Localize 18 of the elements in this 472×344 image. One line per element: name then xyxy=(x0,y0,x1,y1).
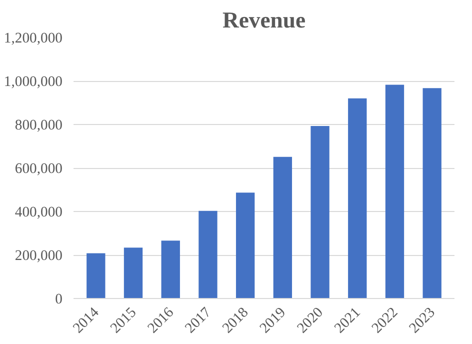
bar xyxy=(273,156,292,298)
y-tick-label: 1,000,000 xyxy=(4,74,62,90)
bar xyxy=(348,98,367,298)
y-tick-label: 0 xyxy=(55,292,62,308)
bar xyxy=(422,88,442,298)
bar xyxy=(198,210,218,298)
y-tick-label: 200,000 xyxy=(14,248,63,264)
y-tick-label: 1,200,000 xyxy=(4,30,62,46)
bar xyxy=(385,84,404,298)
bar xyxy=(236,192,255,298)
y-tick-label: 800,000 xyxy=(14,118,63,134)
bar xyxy=(161,240,180,298)
y-tick-label: 400,000 xyxy=(14,204,63,220)
bar xyxy=(124,248,143,298)
bar xyxy=(310,126,330,298)
chart-title: Revenue xyxy=(222,8,306,32)
y-tick-label: 600,000 xyxy=(14,161,63,177)
bar xyxy=(86,253,106,298)
